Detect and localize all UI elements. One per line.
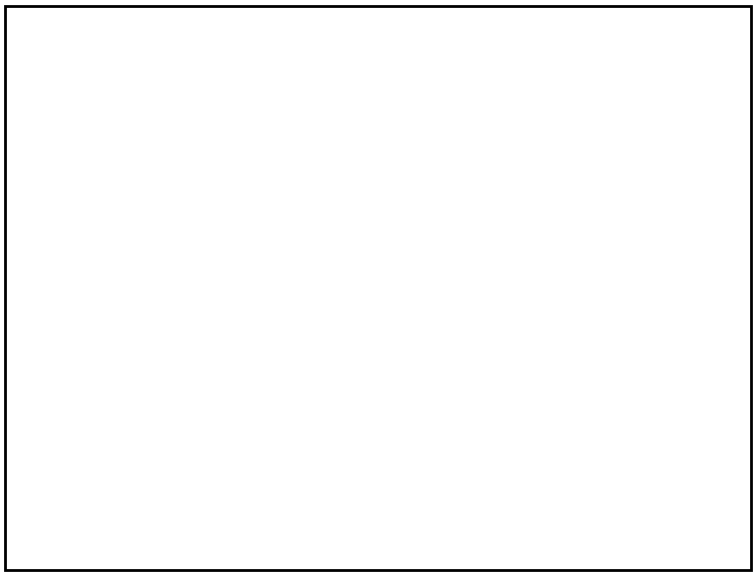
Text: Information ratio: Information ratio xyxy=(210,443,299,453)
Text: 0.45: 0.45 xyxy=(448,247,472,257)
Text: 0.19: 0.19 xyxy=(656,247,680,257)
Text: 0.91: 0.91 xyxy=(448,468,472,478)
Text: 0.00: 0.00 xyxy=(656,320,680,331)
Text: Portfolio P: Portfolio P xyxy=(434,222,486,232)
Text: TABLE 24.3: TABLE 24.3 xyxy=(45,226,110,236)
Text: 0.00: 0.00 xyxy=(656,419,680,429)
FancyBboxPatch shape xyxy=(35,215,200,485)
Text: Fin 2802, Spring 10 - Tang: Fin 2802, Spring 10 - Tang xyxy=(23,543,168,553)
Text: 1.40: 1.40 xyxy=(553,345,575,355)
Text: R-SOR: R-SOR xyxy=(210,468,243,478)
Text: 1.63: 1.63 xyxy=(656,370,680,380)
FancyBboxPatch shape xyxy=(98,32,650,121)
Text: 1.00: 1.00 xyxy=(656,468,680,478)
Text: 0.00: 0.00 xyxy=(656,271,680,281)
Text: Treynor: Treynor xyxy=(210,370,249,380)
Text: Sharpe’s measure: Sharpe’s measure xyxy=(210,247,305,257)
Text: 4.00: 4.00 xyxy=(448,370,472,380)
Text: 8.98: 8.98 xyxy=(553,419,575,429)
Text: 5.40: 5.40 xyxy=(553,370,575,380)
Text: 0.59: 0.59 xyxy=(553,443,575,453)
Text: SCL regression statistics: SCL regression statistics xyxy=(210,296,356,306)
Text: 0.84: 0.84 xyxy=(448,443,472,453)
Text: 1.63: 1.63 xyxy=(448,320,472,331)
Text: 1.00: 1.00 xyxy=(656,345,680,355)
Text: 0.00: 0.00 xyxy=(656,394,680,404)
Text: Alpha: Alpha xyxy=(210,320,240,331)
Text: σ(e): σ(e) xyxy=(210,419,231,429)
Text: Chapter 24: Performance Evaluation: Chapter 24: Performance Evaluation xyxy=(277,543,479,553)
Text: 18: 18 xyxy=(714,541,733,555)
Text: 2: 2 xyxy=(218,390,222,399)
Text: 1.95: 1.95 xyxy=(448,419,472,429)
Text: 5.28: 5.28 xyxy=(553,320,575,331)
Text: 0.64: 0.64 xyxy=(553,468,575,478)
FancyBboxPatch shape xyxy=(107,39,658,128)
Text: 0.69: 0.69 xyxy=(448,345,472,355)
Text: Portfolio M: Portfolio M xyxy=(640,222,696,232)
Text: 2.69: 2.69 xyxy=(553,271,575,281)
Text: 2.19: 2.19 xyxy=(448,271,472,281)
Text: 0.00: 0.00 xyxy=(656,443,680,453)
Text: 2.37: 2.37 xyxy=(448,394,472,404)
Text: M: M xyxy=(210,271,219,281)
Text: 2: 2 xyxy=(218,267,222,276)
Text: T: T xyxy=(210,394,217,404)
Text: 3.77: 3.77 xyxy=(553,394,575,404)
Text: Table 24.3 Performance Statistics: Table 24.3 Performance Statistics xyxy=(136,65,612,88)
Text: Portfolio Q: Portfolio Q xyxy=(537,222,591,232)
Text: 0.51: 0.51 xyxy=(553,247,575,257)
Text: Performance statistics: Performance statistics xyxy=(45,301,161,312)
Text: Beta: Beta xyxy=(210,345,234,355)
FancyBboxPatch shape xyxy=(200,215,720,485)
